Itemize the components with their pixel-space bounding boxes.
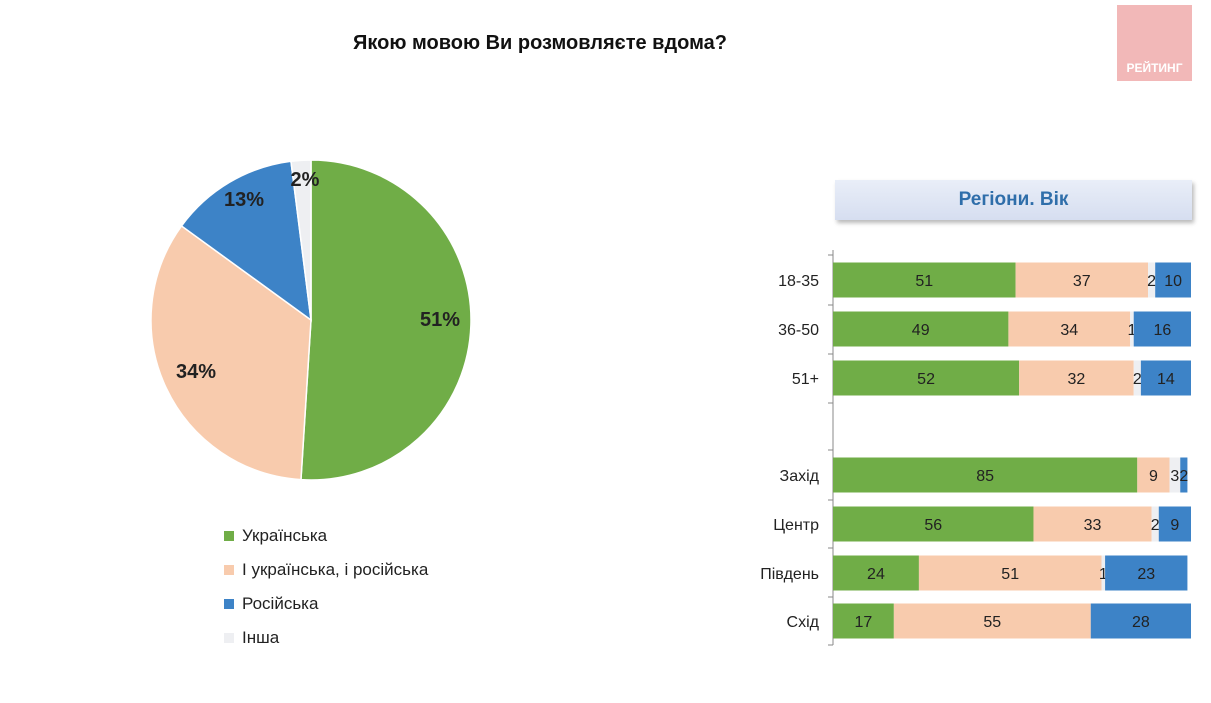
category-label: Центр <box>773 517 819 534</box>
pie-label: 2% <box>291 169 320 191</box>
bar-segment <box>833 262 1016 298</box>
bar-value-label: 2 <box>1151 517 1160 534</box>
bar-value-label: 85 <box>976 468 994 485</box>
bar-segment <box>1008 311 1131 347</box>
legend-swatch <box>224 599 234 609</box>
bar-value-label: 51 <box>915 273 933 290</box>
legend-item: Українська <box>224 526 327 546</box>
bar-segment <box>1033 506 1152 542</box>
bar-value-label: 17 <box>855 614 873 631</box>
pie-slice <box>180 160 312 322</box>
bar-value-label: 51 <box>1001 566 1019 583</box>
legend-item: І українська, і російська <box>224 560 428 580</box>
bar-value-label: 33 <box>1084 517 1102 534</box>
category-label: Захід <box>780 468 820 485</box>
legend-swatch <box>224 633 234 643</box>
bar-segment <box>1015 262 1149 298</box>
bar-segment <box>1133 311 1191 347</box>
bar-segment <box>833 506 1034 542</box>
bar-value-label: 2 <box>1133 371 1142 388</box>
bar-value-label: 9 <box>1149 468 1158 485</box>
panel-title: Регіони. Вік <box>835 180 1192 220</box>
bar-value-label: 1 <box>1127 322 1136 339</box>
bar-value-label: 34 <box>1060 322 1078 339</box>
bar-segment <box>833 555 919 591</box>
pie-slice <box>300 159 472 481</box>
legend-label: Інша <box>242 628 280 647</box>
bar-segment <box>893 603 1091 639</box>
bar-segment <box>1090 603 1191 639</box>
bar-value-label: 2 <box>1147 273 1156 290</box>
bar-segment <box>1158 506 1191 542</box>
pie-label: 13% <box>224 189 264 211</box>
bar-segment <box>1148 262 1156 298</box>
pie-label: 34% <box>176 361 216 383</box>
bar-value-label: 1 <box>1099 566 1108 583</box>
bar-segment <box>1133 360 1141 396</box>
bar-segment <box>833 457 1138 493</box>
bar-value-label: 10 <box>1164 273 1182 290</box>
bar-segment <box>833 603 894 639</box>
legend-swatch <box>224 531 234 541</box>
bar-value-label: 49 <box>912 322 930 339</box>
bar-segment <box>1101 555 1106 591</box>
category-label: Схід <box>787 614 820 631</box>
bar-segment <box>1130 311 1134 347</box>
bar-value-label: 9 <box>1170 517 1179 534</box>
category-label: 36-50 <box>778 322 819 339</box>
category-label: Південь <box>760 566 819 583</box>
bar-segment <box>833 360 1020 396</box>
bar-value-label: 28 <box>1132 614 1150 631</box>
legend-label: Українська <box>242 526 328 545</box>
bar-segment <box>1169 457 1181 493</box>
bar-segment <box>1155 262 1191 298</box>
bar-segment <box>1151 506 1159 542</box>
bar-value-label: 2 <box>1179 468 1188 485</box>
category-label: 18-35 <box>778 273 819 290</box>
bar-value-label: 23 <box>1137 566 1155 583</box>
bar-value-label: 24 <box>867 566 885 583</box>
bar-value-label: 3 <box>1170 468 1179 485</box>
bar-value-label: 16 <box>1153 322 1171 339</box>
bar-segment <box>1137 457 1170 493</box>
legend-label: І українська, і російська <box>242 560 429 579</box>
chart-title: Якою мовою Ви розмовляєте вдома? <box>352 32 727 54</box>
pie-label: 51% <box>420 309 460 331</box>
legend-swatch <box>224 565 234 575</box>
bar-segment <box>1105 555 1188 591</box>
bar-value-label: 55 <box>983 614 1001 631</box>
bar-segment <box>1180 457 1188 493</box>
legend-item: Інша <box>224 628 279 648</box>
bar-segment <box>1019 360 1134 396</box>
legend-label: Російська <box>242 594 319 613</box>
category-label: 51+ <box>792 371 819 388</box>
bar-segment <box>1140 360 1191 396</box>
bar-value-label: 56 <box>924 517 942 534</box>
bar-value-label: 37 <box>1073 273 1091 290</box>
bar-value-label: 32 <box>1068 371 1086 388</box>
bar-value-label: 52 <box>917 371 935 388</box>
pie-slice <box>290 159 312 321</box>
pie-slice <box>150 224 312 481</box>
legend-item: Російська <box>224 594 318 614</box>
bar-segment <box>918 555 1102 591</box>
bar-value-label: 14 <box>1157 371 1175 388</box>
bar-segment <box>833 311 1009 347</box>
rating-logo: РЕЙТИНГ <box>1117 5 1192 81</box>
